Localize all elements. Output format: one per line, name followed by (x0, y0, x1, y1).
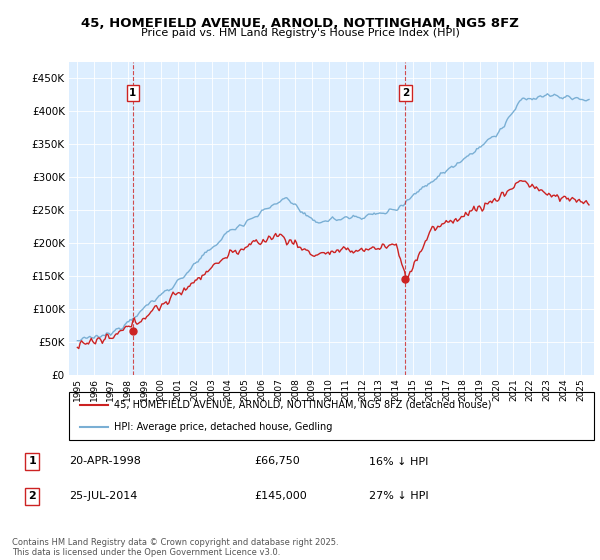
Text: 20-APR-1998: 20-APR-1998 (70, 456, 142, 466)
Text: HPI: Average price, detached house, Gedling: HPI: Average price, detached house, Gedl… (113, 422, 332, 432)
Text: £66,750: £66,750 (254, 456, 299, 466)
Text: £145,000: £145,000 (254, 491, 307, 501)
Text: 45, HOMEFIELD AVENUE, ARNOLD, NOTTINGHAM, NG5 8FZ (detached house): 45, HOMEFIELD AVENUE, ARNOLD, NOTTINGHAM… (113, 400, 491, 410)
Text: 27% ↓ HPI: 27% ↓ HPI (369, 491, 429, 501)
Text: 16% ↓ HPI: 16% ↓ HPI (369, 456, 428, 466)
Text: Price paid vs. HM Land Registry's House Price Index (HPI): Price paid vs. HM Land Registry's House … (140, 28, 460, 38)
Text: 2: 2 (28, 491, 36, 501)
Text: 25-JUL-2014: 25-JUL-2014 (70, 491, 138, 501)
Text: 1: 1 (28, 456, 36, 466)
Text: 1: 1 (129, 88, 136, 98)
Text: 45, HOMEFIELD AVENUE, ARNOLD, NOTTINGHAM, NG5 8FZ: 45, HOMEFIELD AVENUE, ARNOLD, NOTTINGHAM… (81, 17, 519, 30)
Text: Contains HM Land Registry data © Crown copyright and database right 2025.
This d: Contains HM Land Registry data © Crown c… (12, 538, 338, 557)
Text: 2: 2 (402, 88, 409, 98)
